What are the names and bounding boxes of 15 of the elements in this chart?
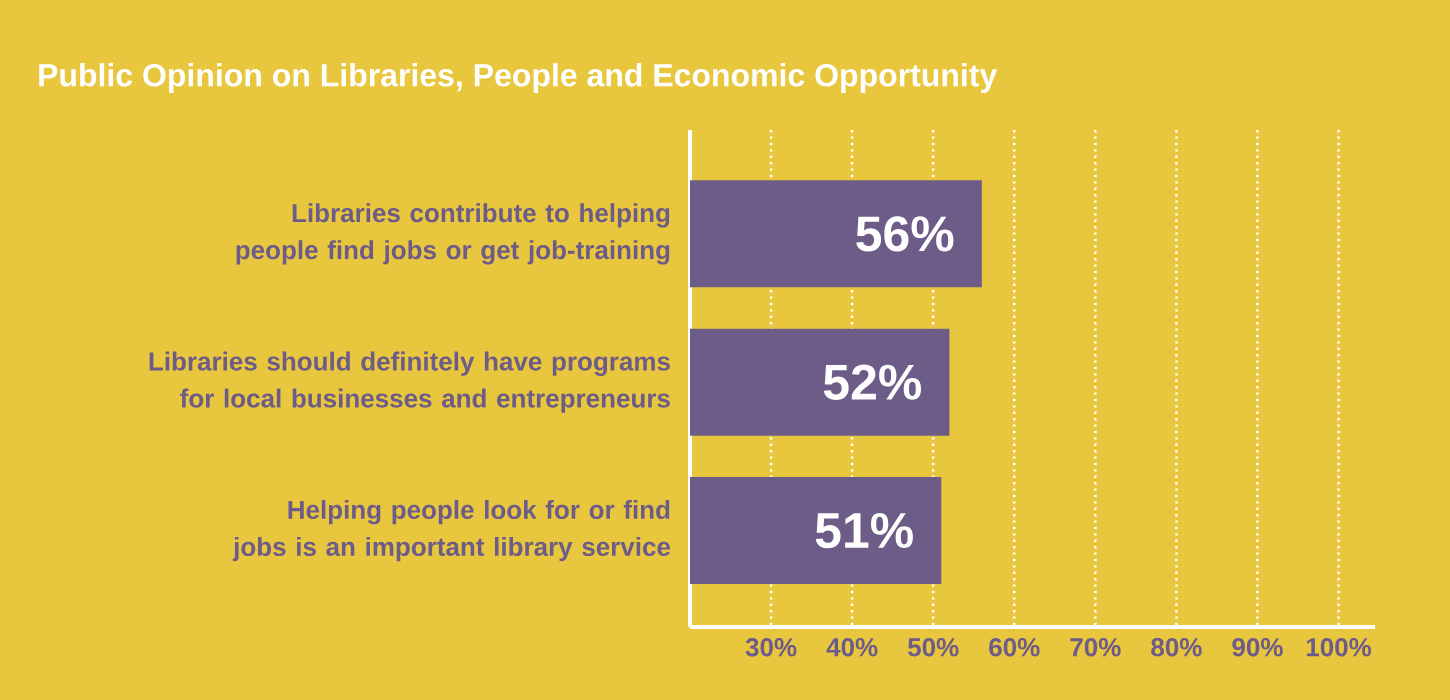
y-tick-label: Libraries should definitely have programs for local businesses and entrepreneurs xyxy=(149,351,670,413)
x-tick-label: 60% xyxy=(989,638,1040,657)
data-label: 51% xyxy=(815,512,913,549)
x-tick-label: 30% xyxy=(745,638,797,657)
x-tick-label: 90% xyxy=(1232,638,1283,657)
x-tick-label: 100% xyxy=(1306,638,1372,657)
data-label: 52% xyxy=(823,364,921,400)
x-tick-label: 50% xyxy=(907,638,959,657)
x-tick-label: 70% xyxy=(1070,638,1121,657)
y-tick-label: Libraries contribute to helping people find jobs or get job-training xyxy=(236,203,670,265)
y-tick-label: Helping people look for or find jobs is an important library service xyxy=(232,499,671,562)
x-tick-label: 80% xyxy=(1151,638,1202,657)
chart-title: Public Opinion on Libraries, People and Economic Opportunity xyxy=(39,63,998,93)
data-label: 56% xyxy=(856,216,954,252)
x-tick-label: 40% xyxy=(826,638,878,657)
